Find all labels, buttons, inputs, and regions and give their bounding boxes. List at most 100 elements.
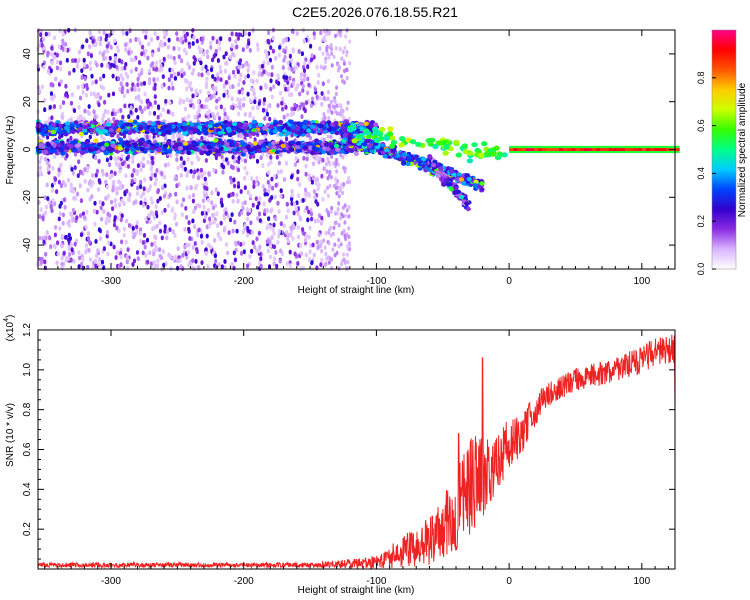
noise-speckle (209, 220, 214, 226)
noise-speckle (94, 172, 98, 178)
noise-speckle (88, 60, 92, 66)
noise-speckle (197, 72, 201, 77)
noise-speckle (71, 170, 76, 176)
noise-speckle (169, 254, 173, 260)
noise-speckle (285, 261, 289, 266)
noise-speckle (310, 260, 314, 265)
noise-speckle (153, 240, 157, 246)
noise-speckle (85, 38, 89, 44)
noise-speckle (320, 257, 324, 263)
noise-speckle (139, 200, 143, 206)
noise-speckle (107, 240, 111, 246)
noise-speckle (241, 201, 245, 207)
lower-band-mark (217, 143, 223, 148)
noise-speckle (290, 58, 294, 64)
noise-speckle (291, 80, 296, 86)
noise-speckle (120, 66, 124, 72)
noise-speckle (139, 194, 143, 199)
lower-band-mark (39, 142, 45, 147)
upper-band-mark (331, 127, 337, 132)
noise-speckle (270, 195, 274, 200)
noise-speckle (203, 214, 207, 220)
noise-speckle (301, 198, 305, 203)
upper-band-mark (262, 125, 268, 131)
noise-speckle (272, 256, 277, 262)
noise-speckle (115, 225, 119, 231)
upper-band-mark (334, 130, 340, 136)
noise-speckle (171, 229, 175, 235)
noise-speckle (255, 181, 259, 187)
noise-speckle (80, 68, 84, 73)
noise-speckle (172, 255, 176, 261)
lower-band-mark (271, 140, 277, 146)
noise-speckle (135, 220, 139, 226)
noise-speckle (86, 231, 91, 236)
noise-speckle (111, 184, 115, 189)
noise-speckle (211, 205, 215, 211)
noise-speckle (181, 197, 186, 203)
noise-speckle (303, 187, 308, 193)
noise-speckle (164, 98, 168, 104)
noise-speckle (92, 91, 96, 96)
noise-speckle (302, 106, 306, 112)
noise-speckle (80, 83, 84, 89)
lower-band-mark (290, 140, 296, 145)
noise-speckle (273, 194, 277, 200)
noise-speckle (47, 31, 51, 37)
noise-speckle (229, 179, 233, 185)
noise-speckle (267, 71, 271, 77)
noise-speckle (125, 259, 129, 265)
noise-speckle (248, 113, 252, 118)
noise-speckle (334, 91, 338, 97)
noise-speckle (327, 90, 330, 95)
noise-speckle (236, 167, 241, 173)
lower-band-mark (132, 142, 138, 148)
noise-speckle (232, 158, 236, 164)
noise-speckle (206, 96, 210, 102)
noise-speckle (339, 103, 342, 108)
noise-speckle (257, 248, 261, 254)
noise-speckle (48, 104, 52, 110)
noise-speckle (347, 241, 351, 246)
lower-band-mark (339, 149, 345, 154)
noise-speckle (340, 231, 344, 236)
noise-speckle (265, 111, 269, 117)
noise-speckle (272, 222, 276, 228)
noise-speckle (257, 230, 261, 236)
upper-band-mark (221, 124, 227, 129)
noise-speckle (119, 250, 123, 256)
noise-speckle (83, 167, 87, 172)
noise-speckle (169, 152, 173, 158)
upper-band-mark (41, 127, 47, 133)
noise-speckle (222, 54, 226, 60)
noise-speckle (194, 259, 198, 264)
noise-speckle (187, 114, 191, 120)
noise-speckle (185, 243, 189, 248)
noise-speckle (131, 82, 135, 87)
upper-band-mark (124, 122, 130, 127)
noise-speckle (346, 180, 349, 185)
noise-speckle (97, 227, 101, 233)
noise-speckle (38, 235, 42, 241)
noise-speckle (182, 29, 186, 35)
noise-speckle (315, 64, 319, 70)
lower-band-mark (206, 145, 212, 150)
noise-speckle (169, 73, 174, 79)
noise-speckle (217, 116, 222, 121)
noise-speckle (206, 197, 210, 203)
noise-speckle (249, 154, 253, 160)
noise-speckle (182, 48, 187, 53)
noise-speckle (94, 258, 98, 264)
noise-speckle (315, 177, 319, 182)
noise-speckle (236, 36, 240, 41)
noise-speckle (278, 258, 282, 264)
noise-speckle (319, 64, 323, 70)
noise-speckle (330, 154, 334, 159)
upper-band-mark (288, 119, 294, 124)
noise-speckle (41, 36, 46, 42)
noise-speckle (243, 112, 247, 117)
lower-band-mark (124, 147, 130, 152)
lower-band-mark (335, 147, 341, 152)
noise-speckle (322, 35, 326, 41)
upper-band-mark (208, 121, 214, 126)
